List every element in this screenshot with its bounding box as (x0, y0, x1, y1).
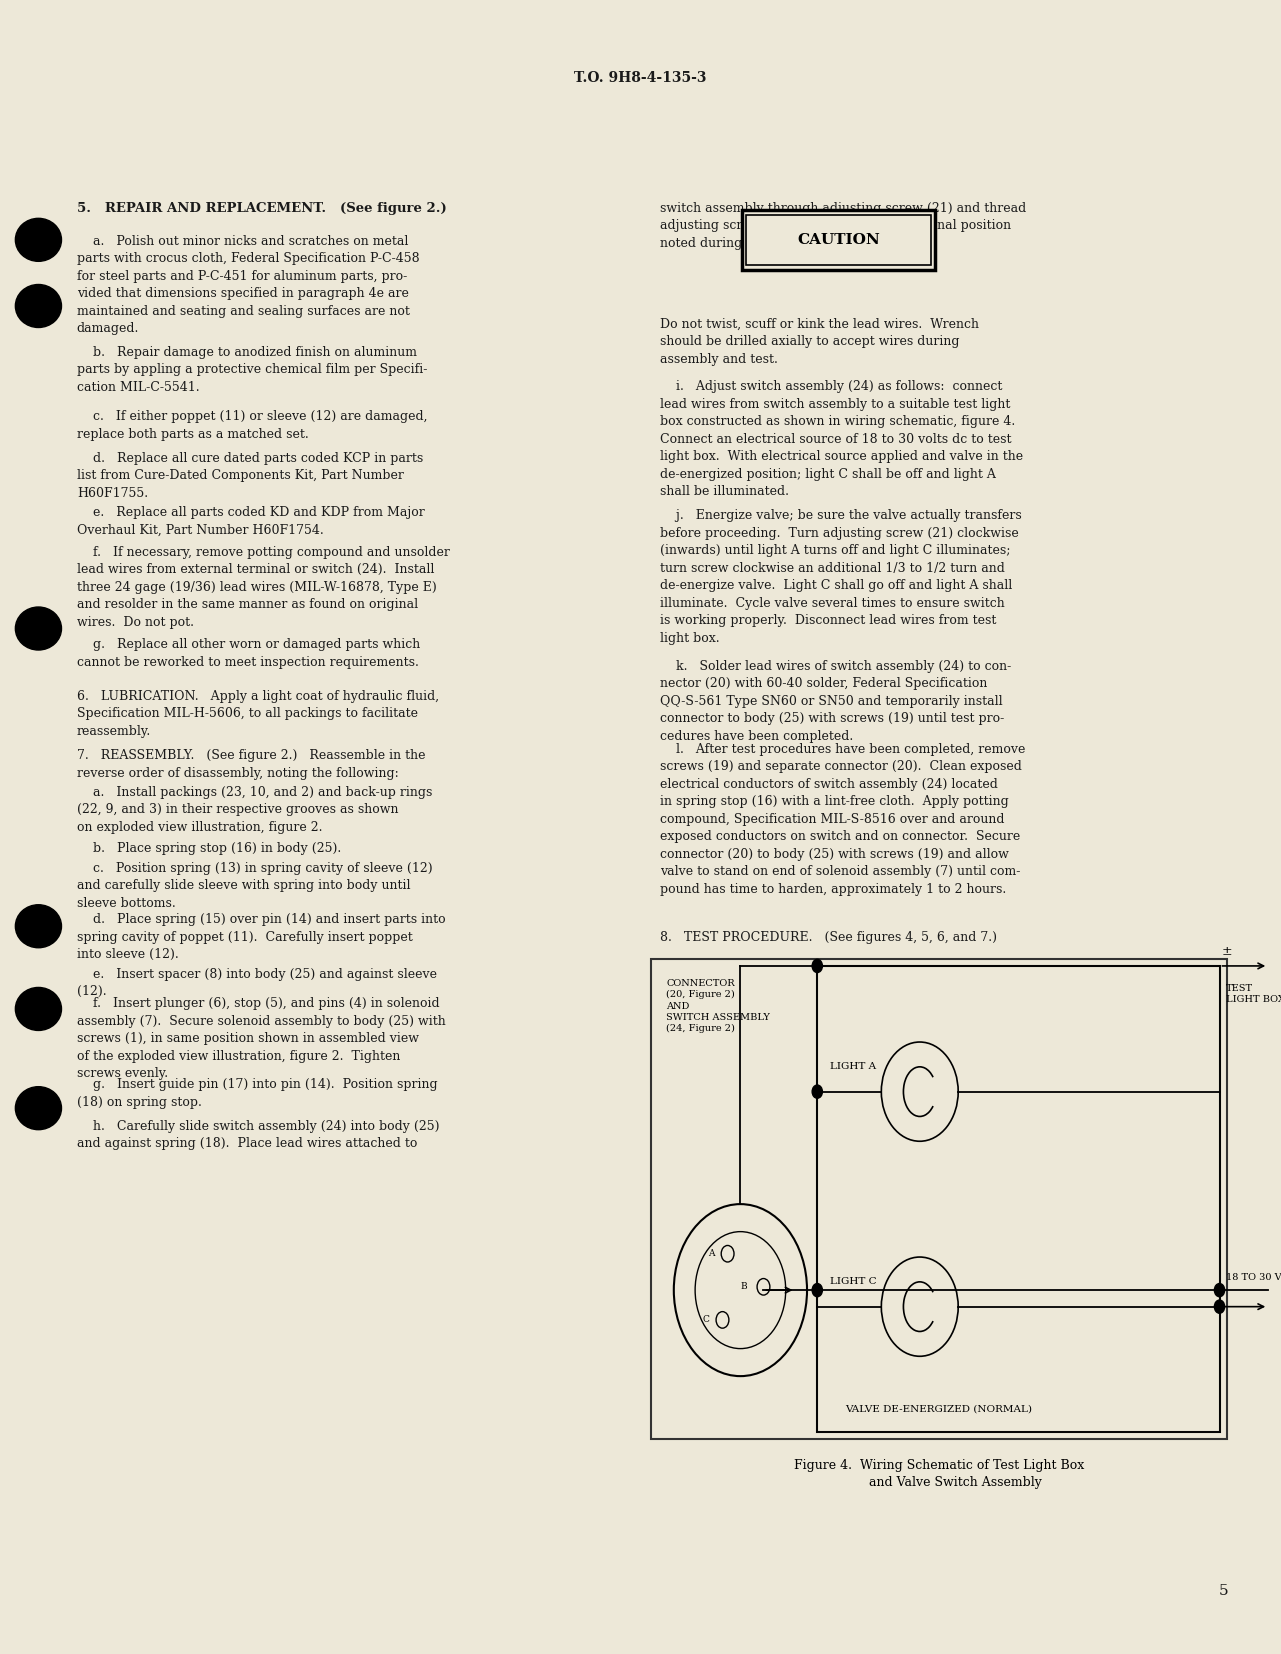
Text: A: A (708, 1249, 715, 1259)
Text: b.   Place spring stop (16) in body (25).: b. Place spring stop (16) in body (25). (77, 842, 341, 855)
Text: 18 TO 30 VOLTS DC: 18 TO 30 VOLTS DC (1226, 1274, 1281, 1282)
Text: b.   Repair damage to anodized finish on aluminum
parts by appling a protective : b. Repair damage to anodized finish on a… (77, 346, 428, 394)
FancyBboxPatch shape (817, 966, 1220, 1432)
Text: g.   Insert guide pin (17) into pin (14).  Position spring
(18) on spring stop.: g. Insert guide pin (17) into pin (14). … (77, 1078, 438, 1108)
Text: e.   Insert spacer (8) into body (25) and against sleeve
(12).: e. Insert spacer (8) into body (25) and … (77, 968, 437, 997)
Text: k.   Solder lead wires of switch assembly (24) to con-
nector (20) with 60-40 so: k. Solder lead wires of switch assembly … (660, 660, 1011, 743)
Text: T.O. 9H8-4-135-3: T.O. 9H8-4-135-3 (574, 71, 707, 84)
Text: LIGHT C: LIGHT C (830, 1277, 876, 1287)
Text: CAUTION: CAUTION (797, 233, 880, 246)
Ellipse shape (15, 987, 61, 1030)
Text: 8.   TEST PROCEDURE.   (See figures 4, 5, 6, and 7.): 8. TEST PROCEDURE. (See figures 4, 5, 6,… (660, 931, 997, 944)
Text: g.   Replace all other worn or damaged parts which
cannot be reworked to meet in: g. Replace all other worn or damaged par… (77, 638, 420, 668)
Text: 5.   REPAIR AND REPLACEMENT.   (See figure 2.): 5. REPAIR AND REPLACEMENT. (See figure 2… (77, 202, 447, 215)
FancyBboxPatch shape (651, 959, 1227, 1439)
Text: TEST
LIGHT BOX: TEST LIGHT BOX (1226, 984, 1281, 1004)
Text: f.   Insert plunger (6), stop (5), and pins (4) in solenoid
assembly (7).  Secur: f. Insert plunger (6), stop (5), and pin… (77, 997, 446, 1080)
Text: d.   Place spring (15) over pin (14) and insert parts into
spring cavity of popp: d. Place spring (15) over pin (14) and i… (77, 913, 446, 961)
Text: l.   After test procedures have been completed, remove
screws (19) and separate : l. After test procedures have been compl… (660, 743, 1025, 896)
Text: c.   If either poppet (11) or sleeve (12) are damaged,
replace both parts as a m: c. If either poppet (11) or sleeve (12) … (77, 410, 428, 440)
Text: 7.   REASSEMBLY.   (See figure 2.)   Reassemble in the
reverse order of disassem: 7. REASSEMBLY. (See figure 2.) Reassembl… (77, 749, 425, 779)
Text: 5: 5 (1218, 1585, 1228, 1598)
Ellipse shape (15, 607, 61, 650)
Text: ±: ± (1222, 944, 1232, 958)
Text: d.   Replace all cure dated parts coded KCP in parts
list from Cure-Dated Compon: d. Replace all cure dated parts coded KC… (77, 452, 423, 500)
Text: h.   Carefully slide switch assembly (24) into body (25)
and against spring (18): h. Carefully slide switch assembly (24) … (77, 1120, 439, 1150)
Text: LIGHT A: LIGHT A (830, 1062, 876, 1072)
Text: CONNECTOR
(20, Figure 2)
AND
SWITCH ASSEMBLY
(24, Figure 2): CONNECTOR (20, Figure 2) AND SWITCH ASSE… (666, 979, 770, 1032)
Text: f.   If necessary, remove potting compound and unsolder
lead wires from external: f. If necessary, remove potting compound… (77, 546, 450, 629)
Text: a.   Install packings (23, 10, and 2) and back-up rings
(22, 9, and 3) in their : a. Install packings (23, 10, and 2) and … (77, 786, 432, 834)
Ellipse shape (15, 905, 61, 948)
Text: e.   Replace all parts coded KD and KDP from Major
Overhaul Kit, Part Number H60: e. Replace all parts coded KD and KDP fr… (77, 506, 424, 536)
Ellipse shape (15, 284, 61, 327)
Text: Do not twist, scuff or kink the lead wires.  Wrench
should be drilled axially to: Do not twist, scuff or kink the lead wir… (660, 318, 979, 366)
Text: C: C (703, 1315, 710, 1325)
Circle shape (812, 1284, 822, 1297)
Text: Figure 4.  Wiring Schematic of Test Light Box
        and Valve Switch Assembly: Figure 4. Wiring Schematic of Test Light… (794, 1459, 1084, 1489)
Circle shape (812, 959, 822, 973)
Circle shape (1214, 1300, 1225, 1313)
Text: c.   Position spring (13) in spring cavity of sleeve (12)
and carefully slide sl: c. Position spring (13) in spring cavity… (77, 862, 433, 910)
Text: VALVE DE-ENERGIZED (NORMAL): VALVE DE-ENERGIZED (NORMAL) (845, 1404, 1032, 1414)
Text: j.   Energize valve; be sure the valve actually transfers
before proceeding.  Tu: j. Energize valve; be sure the valve act… (660, 509, 1021, 645)
Ellipse shape (15, 1087, 61, 1130)
Text: B: B (740, 1282, 747, 1292)
FancyBboxPatch shape (746, 215, 931, 265)
Text: i.   Adjust switch assembly (24) as follows:  connect
lead wires from switch ass: i. Adjust switch assembly (24) as follow… (660, 380, 1022, 498)
Ellipse shape (15, 218, 61, 261)
Text: 6.   LUBRICATION.   Apply a light coat of hydraulic fluid,
Specification MIL-H-5: 6. LUBRICATION. Apply a light coat of hy… (77, 690, 439, 738)
Text: switch assembly through adjusting screw (21) and thread
adjusting screw into bod: switch assembly through adjusting screw … (660, 202, 1026, 250)
Text: a.   Polish out minor nicks and scratches on metal
parts with crocus cloth, Fede: a. Polish out minor nicks and scratches … (77, 235, 419, 336)
FancyBboxPatch shape (742, 210, 935, 270)
Circle shape (1214, 1284, 1225, 1297)
Circle shape (812, 1085, 822, 1098)
